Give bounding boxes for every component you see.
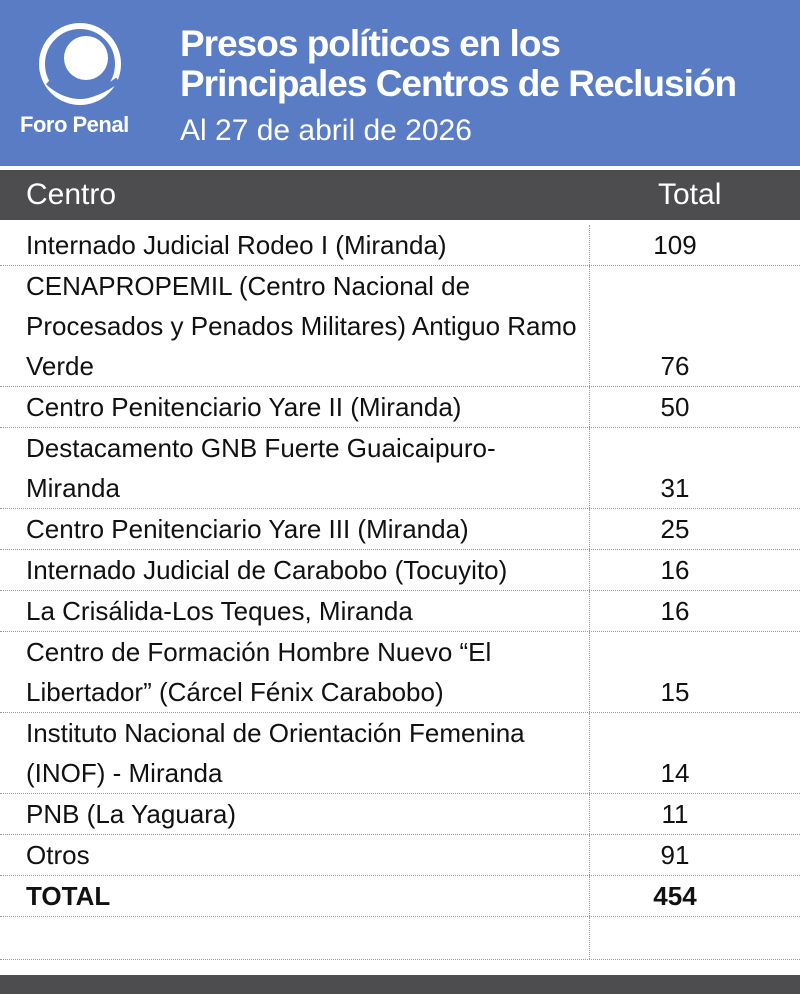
- table-row: La Crisálida-Los Teques, Miranda 16: [0, 591, 800, 632]
- center-total: 16: [660, 596, 690, 626]
- center-total: 76: [660, 351, 690, 381]
- table-row: CENAPROPEMIL (Centro Nacional de Procesa…: [0, 266, 800, 387]
- table-row: PNB (La Yaguara) 11: [0, 794, 800, 835]
- center-name: La Crisálida-Los Teques, Miranda: [0, 591, 590, 631]
- logo-text: Foro Penal: [20, 112, 129, 137]
- table-row: Internado Judicial de Carabobo (Tocuyito…: [0, 550, 800, 591]
- table-row: Otros 91: [0, 835, 800, 876]
- table-body: Internado Judicial Rodeo I (Miranda) 109 C…: [0, 225, 800, 960]
- center-total: 15: [660, 677, 690, 707]
- empty-row: [0, 917, 800, 960]
- center-total: 25: [660, 514, 690, 544]
- logo: [39, 23, 121, 105]
- center-name: Instituto Nacional de Orientación Femeni…: [0, 713, 590, 793]
- table-row: TOTAL 454: [0, 876, 800, 917]
- center-name: Centro de Formación Hombre Nuevo “El Lib…: [0, 632, 590, 712]
- center-total: 16: [660, 555, 690, 585]
- center-total: 91: [660, 840, 690, 870]
- subtitle: Al 27 de abril de 2026: [180, 114, 472, 147]
- column-header: Centro Total: [0, 170, 800, 220]
- title-line: Principales Centros de Reclusión: [180, 63, 737, 104]
- empty-cell: [0, 917, 590, 959]
- table-row: Centro Penitenciario Yare III (Miranda) 2…: [0, 509, 800, 550]
- column-label: Centro: [26, 178, 117, 211]
- center-name: Internado Judicial de Carabobo (Tocuyito…: [0, 550, 590, 590]
- center-total: 454: [653, 881, 697, 911]
- table-row: Internado Judicial Rodeo I (Miranda) 109: [0, 225, 800, 266]
- center-name: Centro Penitenciario Yare III (Miranda): [0, 509, 590, 549]
- center-name: CENAPROPEMIL (Centro Nacional de Procesa…: [0, 266, 590, 386]
- center-name: Destacamento GNB Fuerte Guaicaipuro-Mira…: [0, 428, 590, 508]
- center-name: Otros: [0, 835, 590, 875]
- table-row: Destacamento GNB Fuerte Guaicaipuro-Mira…: [0, 428, 800, 509]
- center-name: TOTAL: [0, 876, 590, 916]
- center-total: 11: [661, 799, 689, 829]
- table-row: Centro de Formación Hombre Nuevo “El Lib…: [0, 632, 800, 713]
- footer-bar: [0, 975, 800, 994]
- center-total: 50: [660, 392, 690, 422]
- table-row: Centro Penitenciario Yare II (Miranda) 50: [0, 387, 800, 428]
- column-label: Total: [658, 178, 722, 211]
- table-row: Instituto Nacional de Orientación Femeni…: [0, 713, 800, 794]
- center-name: PNB (La Yaguara): [0, 794, 590, 834]
- center-total: 14: [660, 758, 690, 788]
- center-name: Internado Judicial Rodeo I (Miranda): [0, 225, 590, 265]
- title: Presos políticos en los Principales Cent…: [180, 23, 737, 104]
- header: Foro Penal Presos políticos en los Princ…: [0, 0, 800, 166]
- center-name: Centro Penitenciario Yare II (Miranda): [0, 387, 590, 427]
- title-line: Presos políticos en los: [180, 23, 561, 64]
- center-total: 109: [653, 230, 697, 260]
- center-total: 31: [660, 473, 690, 503]
